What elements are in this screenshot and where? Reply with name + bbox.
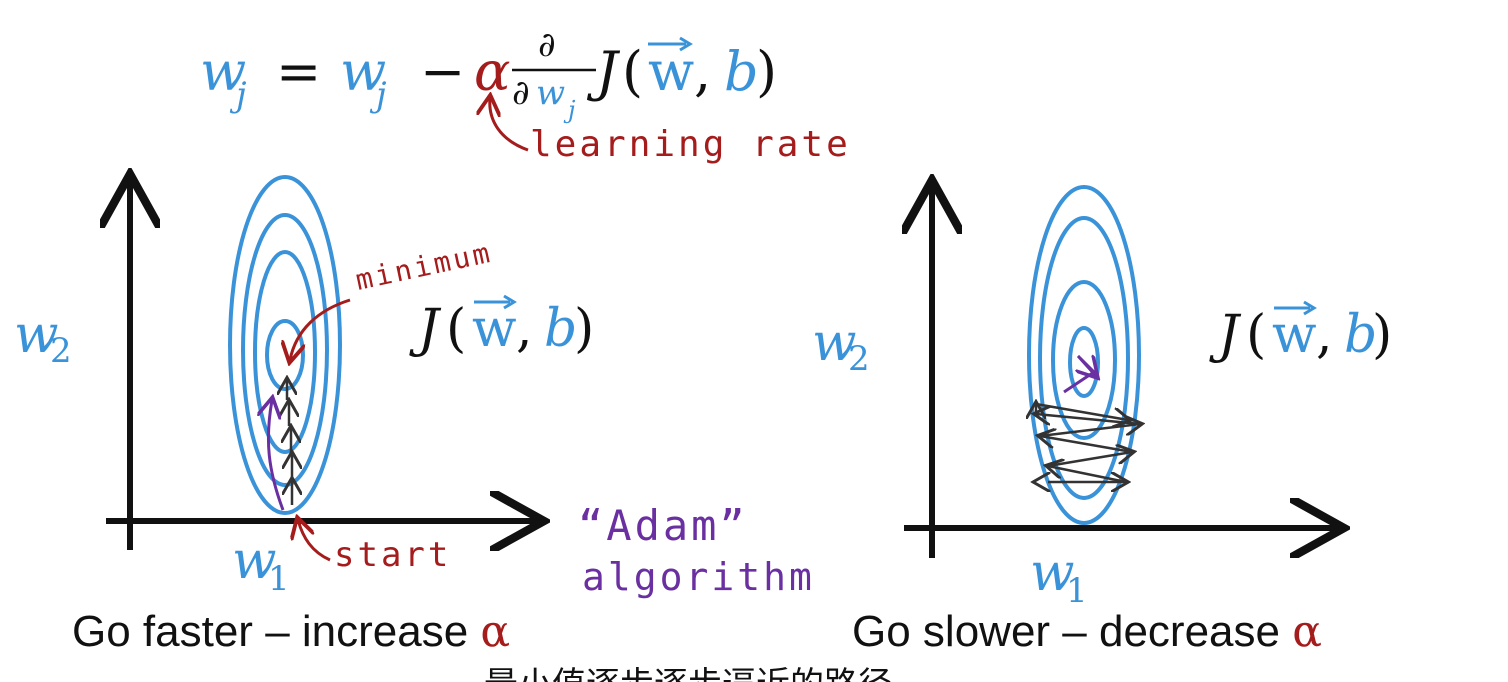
- formula-open-paren: (: [622, 40, 643, 103]
- video-subtitle: 最小值逐步逐步逼近的路径: [484, 665, 892, 682]
- right-caption-alpha: α: [1292, 606, 1322, 657]
- right-contour-3: [1051, 280, 1117, 440]
- right-panel: w 2 w 1 J ( w , b ) Go slower – decrease…: [812, 186, 1392, 657]
- right-contour-2: [1038, 216, 1130, 500]
- right-function-label: J ( w , b ): [1209, 300, 1392, 365]
- left-fn-open-paren: (: [446, 299, 466, 359]
- left-contour-1: [228, 175, 342, 515]
- formula-b: b: [724, 40, 759, 103]
- left-y-label: w: [14, 305, 59, 365]
- formula-alpha: α: [474, 40, 510, 103]
- left-y-label-sub: 2: [50, 331, 72, 371]
- right-fn-vector-arrowhead: [1303, 300, 1317, 316]
- right-step-8: [1035, 402, 1128, 420]
- learning-rate-label: learning rate: [530, 124, 851, 165]
- right-contours: [1027, 185, 1141, 525]
- right-x-label-sub: 1: [1066, 571, 1088, 611]
- right-fn-w: w: [1272, 305, 1317, 365]
- right-fn-comma: ,: [1316, 305, 1333, 365]
- left-contour-4: [265, 319, 305, 391]
- left-fn-J: J: [409, 299, 442, 359]
- right-adam-path: [1063, 356, 1096, 394]
- left-x-label: w: [232, 531, 277, 591]
- formula-close-paren: ): [756, 40, 777, 103]
- right-step-4: [1040, 436, 1133, 454]
- left-function-label: J ( w , b ): [409, 294, 594, 359]
- formula-lhs-w: w: [200, 40, 246, 103]
- start-arrow: [298, 520, 331, 562]
- formula-vec-w: w: [648, 40, 694, 103]
- right-fn-open-paren: (: [1246, 305, 1266, 365]
- left-panel: minimum start w 2 w 1 J ( w , b ) Go fas…: [14, 177, 594, 657]
- left-caption-alpha: α: [480, 606, 510, 657]
- formula-comma: ,: [694, 40, 711, 103]
- right-x-label: w: [1030, 543, 1075, 603]
- left-x-label-sub: 1: [268, 559, 290, 599]
- formula-partial-top: ∂: [538, 25, 556, 65]
- right-fn-J: J: [1209, 305, 1242, 365]
- left-fn-vector-arrowhead: [503, 294, 517, 310]
- formula-vector-arrowhead: [679, 36, 693, 52]
- start-label: start: [334, 535, 451, 575]
- adam-label-line2: algorithm: [582, 555, 815, 599]
- adam-annotation: “Adam” algorithm: [578, 501, 815, 599]
- left-caption-text: Go faster – increase: [72, 607, 480, 656]
- left-contours: [228, 175, 342, 515]
- formula-partial-bottom: ∂: [512, 73, 530, 113]
- learning-rate-arrow: [490, 98, 529, 152]
- adam-label-line1: “Adam”: [578, 501, 748, 550]
- learning-rate-annotation: learning rate: [490, 98, 851, 165]
- right-step-2: [1048, 466, 1127, 484]
- minimum-arrow: [290, 298, 351, 360]
- right-fn-b: b: [1344, 305, 1377, 365]
- formula-J: J: [586, 40, 621, 103]
- right-contour-1: [1027, 185, 1141, 525]
- left-steps: [287, 380, 292, 505]
- formula-minus: −: [420, 40, 465, 103]
- left-fn-w: w: [472, 299, 517, 359]
- right-fn-close-paren: ): [1372, 305, 1392, 365]
- right-step-5: [1039, 424, 1140, 438]
- right-step-3: [1047, 452, 1132, 468]
- formula-rhs-w: w: [340, 40, 386, 103]
- left-adam-path: [268, 400, 285, 511]
- left-fn-b: b: [544, 299, 577, 359]
- left-fn-close-paren: ): [574, 299, 594, 359]
- minimum-label: minimum: [353, 236, 496, 297]
- formula-equals: =: [276, 40, 321, 103]
- right-y-label: w: [812, 313, 857, 373]
- right-caption: Go slower – decrease α: [852, 606, 1322, 657]
- right-oscillation: [1036, 404, 1140, 482]
- left-caption: Go faster – increase α: [72, 606, 510, 657]
- update-formula: w j = w j − α ∂ ∂ w j J ( w , b ): [200, 25, 777, 124]
- left-fn-comma: ,: [516, 299, 533, 359]
- left-contour-3: [253, 250, 317, 454]
- right-y-label-sub: 2: [848, 339, 870, 379]
- formula-partial-w: w: [536, 73, 565, 113]
- right-caption-text: Go slower – decrease: [852, 607, 1292, 656]
